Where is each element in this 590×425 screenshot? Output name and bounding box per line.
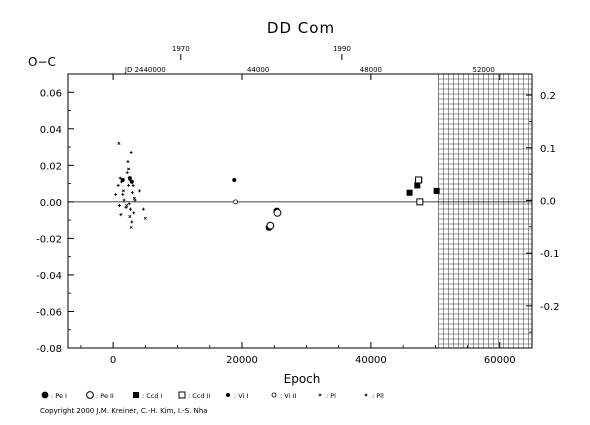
data-point-filled-square bbox=[414, 182, 421, 189]
x-tick-label: 40000 bbox=[355, 355, 387, 366]
data-point-x bbox=[143, 216, 147, 220]
x-tick-label: 60000 bbox=[484, 355, 516, 366]
data-point-plus bbox=[121, 193, 125, 197]
data-point-plus bbox=[131, 183, 135, 187]
data-point-open-circle bbox=[266, 221, 275, 230]
legend-marker-x bbox=[364, 393, 368, 397]
legend-label: : Pll bbox=[372, 392, 384, 400]
data-point-plus bbox=[130, 220, 134, 224]
data-point-filled-square bbox=[406, 189, 413, 196]
data-point-filled-diamond bbox=[127, 176, 132, 181]
y-tick-label: 0.06 bbox=[40, 88, 62, 99]
y-tick-label: -0.06 bbox=[36, 307, 62, 318]
axes: 0 20000 40000 60000 0.06 0.04 0.02 0.00 -0.02 -0.… bbox=[36, 45, 559, 366]
future-epoch-grid bbox=[438, 74, 532, 348]
legend-marker-open-circle bbox=[86, 391, 94, 399]
jd-tick-label: 44000 bbox=[247, 66, 269, 74]
legend: : Pe I : Pe II : Ccd I : Ccd II : Vi I : Vi I… bbox=[41, 391, 384, 400]
data-point-plus bbox=[138, 189, 142, 193]
legend-label: : Pl bbox=[326, 392, 336, 400]
y-tick-label: 0.02 bbox=[40, 161, 62, 172]
data-points bbox=[114, 141, 440, 231]
legend-marker-plus bbox=[318, 393, 322, 397]
chart-title: DD Com bbox=[267, 19, 335, 37]
y-axis-label: O−C bbox=[28, 55, 56, 69]
data-point-plus bbox=[127, 202, 131, 206]
x-tick-label: 20000 bbox=[226, 355, 258, 366]
legend-label: : Pe I bbox=[51, 392, 67, 400]
data-point-x bbox=[127, 167, 131, 171]
legend-marker-filled-circle bbox=[41, 391, 49, 399]
right-y-tick-label: -0.1 bbox=[540, 249, 560, 260]
legend-label: : Vi II bbox=[280, 392, 296, 400]
data-point-plus bbox=[114, 193, 118, 197]
data-point-plus bbox=[127, 183, 131, 187]
data-point-plus bbox=[118, 176, 122, 180]
data-point-x bbox=[117, 141, 121, 145]
data-point-x bbox=[121, 189, 125, 193]
year-tick-label: 1990 bbox=[333, 45, 351, 53]
legend-label: : Vi I bbox=[234, 392, 248, 400]
y-tick-label: 0.00 bbox=[40, 198, 62, 209]
legend-label: : Ccd II bbox=[188, 392, 210, 400]
data-point-plus bbox=[132, 211, 136, 215]
data-point-filled-diamond bbox=[129, 179, 134, 184]
data-point-filled-diamond bbox=[232, 177, 237, 182]
data-point-plus bbox=[126, 160, 130, 164]
data-point-plus bbox=[116, 183, 120, 187]
data-point-open-square bbox=[415, 176, 423, 184]
copyright-text: Copyright 2000 J.M. Kreiner, C.-H. Kim, … bbox=[40, 407, 208, 415]
data-point-open-square bbox=[416, 198, 424, 206]
data-point-plus bbox=[141, 207, 145, 211]
y-tick-label: -0.04 bbox=[36, 271, 62, 282]
jd-tick-label: JD 2440000 bbox=[124, 66, 166, 74]
data-point-plus bbox=[119, 180, 123, 184]
legend-marker-filled-square bbox=[133, 392, 139, 398]
jd-tick-label: 48000 bbox=[360, 66, 382, 74]
y-tick-label: 0.04 bbox=[40, 125, 62, 136]
plot-frame bbox=[67, 73, 533, 349]
data-point-filled-square bbox=[433, 187, 440, 194]
y-tick-label: -0.08 bbox=[36, 344, 62, 355]
data-point-plus bbox=[128, 178, 132, 182]
legend-label: : Ccd I bbox=[142, 392, 163, 400]
data-point-plus bbox=[125, 171, 129, 175]
future-epoch-grid-region bbox=[438, 73, 533, 349]
y-tick-label: -0.02 bbox=[36, 234, 62, 245]
legend-label: : Pe II bbox=[96, 392, 114, 400]
right-y-tick-label: 0.2 bbox=[540, 91, 556, 102]
x-tick-label: 0 bbox=[110, 355, 116, 366]
data-point-x bbox=[129, 225, 133, 229]
data-point-x bbox=[132, 196, 136, 200]
legend-marker-filled-diamond bbox=[226, 393, 230, 397]
legend-marker-open-square bbox=[178, 391, 186, 399]
jd-tick-label: 52000 bbox=[473, 66, 495, 74]
right-y-tick-label: 0.0 bbox=[540, 196, 556, 207]
data-point-plus bbox=[130, 191, 134, 195]
x-axis-label: Epoch bbox=[284, 372, 321, 386]
data-point-x bbox=[125, 204, 129, 208]
year-tick-label: 1970 bbox=[172, 45, 190, 53]
data-point-x bbox=[128, 214, 132, 218]
data-point-plus bbox=[122, 198, 126, 202]
data-point-open-circle bbox=[273, 208, 282, 217]
data-point-plus bbox=[119, 213, 123, 217]
data-point-plus bbox=[129, 207, 133, 211]
data-point-open-diamond bbox=[233, 199, 238, 205]
data-point-plus bbox=[118, 204, 122, 208]
legend-marker-open-diamond bbox=[271, 392, 277, 398]
data-point-plus bbox=[129, 151, 133, 155]
right-y-tick-label: -0.2 bbox=[540, 302, 560, 313]
right-y-tick-label: 0.1 bbox=[540, 144, 556, 155]
